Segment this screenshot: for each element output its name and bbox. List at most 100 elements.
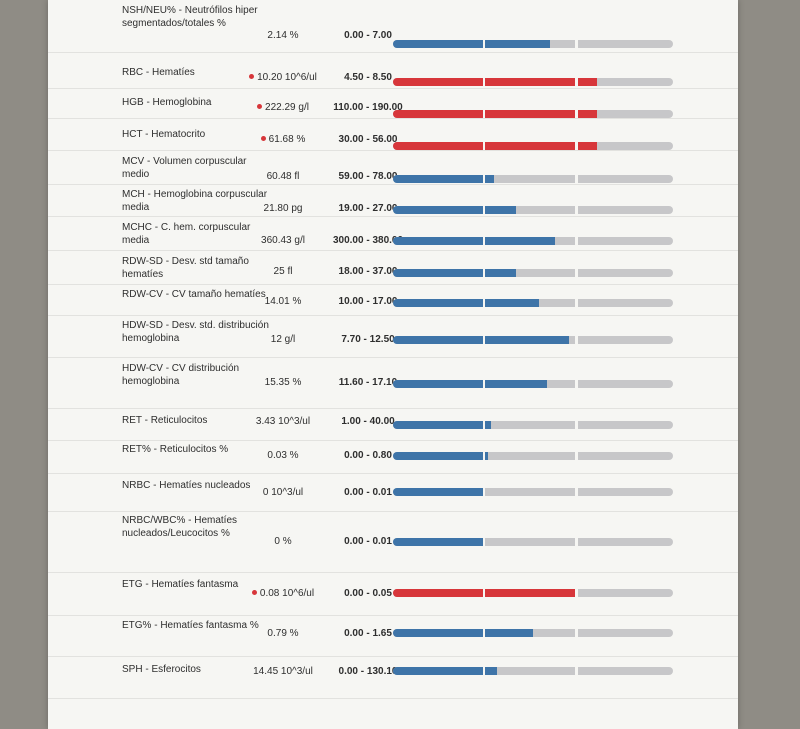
result-value: 360.43 g/l xyxy=(233,235,333,246)
reference-range: 0.00 - 0.01 xyxy=(344,536,392,547)
table-row: NRBC - Hematíes nucleados 0 10^3/ul 0.00 -… xyxy=(48,475,738,512)
table-row: RDW-SD - Desv. std tamaño hematíes 25 fl 1… xyxy=(48,252,738,285)
reference-range: 30.00 - 56.00 xyxy=(338,134,398,145)
result-value-text: 15.35 % xyxy=(264,377,302,388)
range-indicator-bar xyxy=(393,336,673,344)
range-indicator-bar xyxy=(393,380,673,388)
table-row: RDW-CV - CV tamaño hematíes 14.01 % 10.00 … xyxy=(48,285,738,316)
result-value: 0.79 % xyxy=(233,628,333,639)
result-value-text: 360.43 g/l xyxy=(261,235,305,246)
result-value-text: 3.43 10^3/ul xyxy=(255,416,311,427)
range-indicator-bar xyxy=(393,78,673,86)
test-name: MCV - Volumen corpuscular medio xyxy=(122,156,247,180)
out-of-range-dot-icon xyxy=(249,74,255,79)
test-name: NRBC - Hematíes nucleados xyxy=(122,480,251,491)
table-row: RBC - Hematíes 10.20 10^6/ul 4.50 - 8.50 xyxy=(48,56,738,89)
table-row: HDW-CV - CV distribución hemoglobina 15.3… xyxy=(48,360,738,409)
result-value-text: 14.45 10^3/ul xyxy=(253,666,313,677)
result-value: 0.03 % xyxy=(233,450,333,461)
test-name: HDW-CV - CV distribución hemoglobina xyxy=(122,363,240,387)
result-value: 0 % xyxy=(233,536,333,547)
reference-range: 0.00 - 0.05 xyxy=(344,588,392,599)
result-value: 25 fl xyxy=(233,266,333,277)
reference-range: 300.00 - 380.00 xyxy=(332,235,404,246)
test-name: RBC - Hematíes xyxy=(122,67,195,78)
reference-range: 18.00 - 37.00 xyxy=(338,266,398,277)
result-value: 222.29 g/l xyxy=(233,102,333,113)
table-row: HGB - Hemoglobina 222.29 g/l 110.00 - 190.… xyxy=(48,88,738,119)
result-value-text: 2.14 % xyxy=(267,30,299,41)
result-value-text: 25 fl xyxy=(273,266,293,277)
out-of-range-dot-icon xyxy=(257,104,263,109)
lab-report-page: NSH/NEU% - Neutrófilos hiper segmentados… xyxy=(48,0,738,729)
test-name: MCHC - C. hem. corpuscular media xyxy=(122,222,251,246)
test-name: RDW-SD - Desv. std tamaño hematíes xyxy=(122,256,249,280)
result-value: 21.80 pg xyxy=(233,203,333,214)
table-row: HDW-SD - Desv. std. distribución hemoglo… xyxy=(48,317,738,358)
range-indicator-bar xyxy=(393,40,673,48)
range-indicator-bar xyxy=(393,629,673,637)
result-value: 0 10^3/ul xyxy=(233,487,333,498)
table-row: RET - Reticulocitos 3.43 10^3/ul 1.00 - 40… xyxy=(48,410,738,441)
range-indicator-bar xyxy=(393,175,673,183)
range-indicator-bar xyxy=(393,667,673,675)
range-indicator-bar xyxy=(393,110,673,118)
reference-range: 0.00 - 1.65 xyxy=(344,628,392,639)
test-name: ETG - Hematíes fantasma xyxy=(122,579,239,590)
result-value-text: 61.68 % xyxy=(268,134,306,145)
test-name: SPH - Esferocitos xyxy=(122,664,201,675)
reference-range: 11.60 - 17.10 xyxy=(338,377,398,388)
result-value: 3.43 10^3/ul xyxy=(233,416,333,427)
result-value-text: 0 % xyxy=(274,536,292,547)
reference-range: 4.50 - 8.50 xyxy=(344,72,392,83)
test-name: RET - Reticulocitos xyxy=(122,415,208,426)
reference-range: 1.00 - 40.00 xyxy=(341,416,395,427)
result-value-text: 21.80 pg xyxy=(263,203,303,214)
reference-range: 10.00 - 17.00 xyxy=(338,296,398,307)
out-of-range-dot-icon xyxy=(251,590,257,595)
test-name: HDW-SD - Desv. std. distribución hemoglo… xyxy=(122,320,269,344)
table-row: RET% - Reticulocitos % 0.03 % 0.00 - 0.80 xyxy=(48,441,738,474)
out-of-range-dot-icon xyxy=(260,136,266,141)
result-value: 10.20 10^6/ul xyxy=(233,72,333,83)
test-name: HGB - Hemoglobina xyxy=(122,97,212,108)
result-value: 2.14 % xyxy=(233,30,333,41)
test-name: ETG% - Hematíes fantasma % xyxy=(122,620,259,631)
table-row: NRBC/WBC% - Hematíes nucleados/Leucocito… xyxy=(48,512,738,573)
reference-range: 0.00 - 130.10 xyxy=(338,666,398,677)
reference-range: 7.70 - 12.50 xyxy=(341,334,395,345)
range-indicator-bar xyxy=(393,299,673,307)
test-name: NSH/NEU% - Neutrófilos hiper segmentados… xyxy=(122,5,258,29)
range-indicator-bar xyxy=(393,206,673,214)
test-name: RET% - Reticulocitos % xyxy=(122,444,229,455)
range-indicator-bar xyxy=(393,452,673,460)
range-indicator-bar xyxy=(393,269,673,277)
range-indicator-bar xyxy=(393,421,673,429)
result-value-text: 0.03 % xyxy=(267,450,299,461)
test-name: HCT - Hematocrito xyxy=(122,129,206,140)
result-value: 14.45 10^3/ul xyxy=(233,666,333,677)
reference-range: 0.00 - 0.80 xyxy=(344,450,392,461)
table-row: ETG - Hematíes fantasma 0.08 10^6/ul 0.00 … xyxy=(48,575,738,616)
table-row: SPH - Esferocitos 14.45 10^3/ul 0.00 - 130… xyxy=(48,658,738,699)
table-row: MCH - Hemoglobina corpuscular media 21.80… xyxy=(48,184,738,217)
reference-range: 0.00 - 0.01 xyxy=(344,487,392,498)
result-value: 0.08 10^6/ul xyxy=(233,588,333,599)
range-indicator-bar xyxy=(393,142,673,150)
reference-range: 19.00 - 27.00 xyxy=(338,203,398,214)
result-value-text: 10.20 10^6/ul xyxy=(257,72,317,83)
result-value: 61.68 % xyxy=(233,134,333,145)
range-indicator-bar xyxy=(393,237,673,245)
range-indicator-bar xyxy=(393,589,673,597)
result-value: 14.01 % xyxy=(233,296,333,307)
result-value-text: 0.79 % xyxy=(267,628,299,639)
result-value: 15.35 % xyxy=(233,377,333,388)
result-value-text: 60.48 fl xyxy=(266,171,300,182)
range-indicator-bar xyxy=(393,488,673,496)
table-row: ETG% - Hematíes fantasma % 0.79 % 0.00 - 1… xyxy=(48,616,738,657)
table-row: MCHC - C. hem. corpuscular media 360.43 g… xyxy=(48,216,738,251)
reference-range: 110.00 - 190.00 xyxy=(333,102,403,113)
result-value-text: 222.29 g/l xyxy=(265,102,309,113)
table-row: MCV - Volumen corpuscular medio 60.48 fl 5… xyxy=(48,152,738,185)
result-value-text: 12 g/l xyxy=(270,334,296,345)
